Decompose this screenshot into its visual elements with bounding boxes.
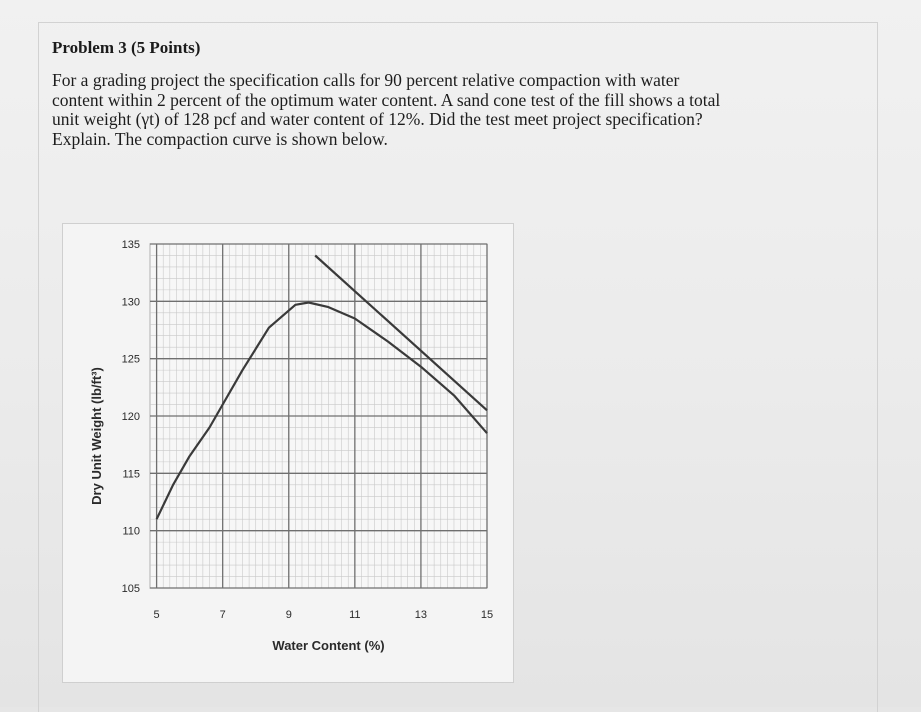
x-tick-label: 9: [286, 609, 292, 621]
problem-statement: For a grading project the specification …: [52, 70, 857, 149]
statement-line: Explain. The compaction curve is shown b…: [52, 128, 388, 149]
x-tick-label: 15: [481, 609, 493, 621]
y-tick-label: 135: [122, 239, 140, 251]
y-tick-label: 130: [122, 296, 140, 308]
y-tick-label: 120: [122, 411, 140, 423]
y-tick-label: 125: [122, 354, 140, 366]
y-tick-label: 105: [122, 583, 140, 595]
y-tick-label: 110: [122, 526, 140, 538]
zero-air-voids-line: [314, 254, 488, 412]
x-tick-label: 5: [154, 609, 160, 621]
page-frame: [38, 22, 878, 712]
y-axis-label: Dry Unit Weight (lb/ft³): [89, 367, 104, 505]
x-tick-label: 13: [415, 609, 427, 621]
x-tick-label: 7: [220, 609, 226, 621]
problem-title: Problem 3 (5 Points): [52, 38, 201, 57]
compaction-chart: 135 130 125 120 115 110 105 5 7 9 11 13 15 Water Cont…: [62, 223, 514, 683]
x-axis-label: Water Content (%): [272, 638, 384, 653]
statement-line: content within 2 percent of the optimum …: [52, 89, 721, 110]
y-tick-label: 115: [122, 468, 140, 480]
x-tick-label: 11: [349, 609, 360, 621]
statement-line: For a grading project the specification …: [52, 70, 680, 90]
statement-line: unit weight (γt) of 128 pcf and water co…: [52, 109, 703, 129]
compaction-curve: [155, 301, 488, 520]
